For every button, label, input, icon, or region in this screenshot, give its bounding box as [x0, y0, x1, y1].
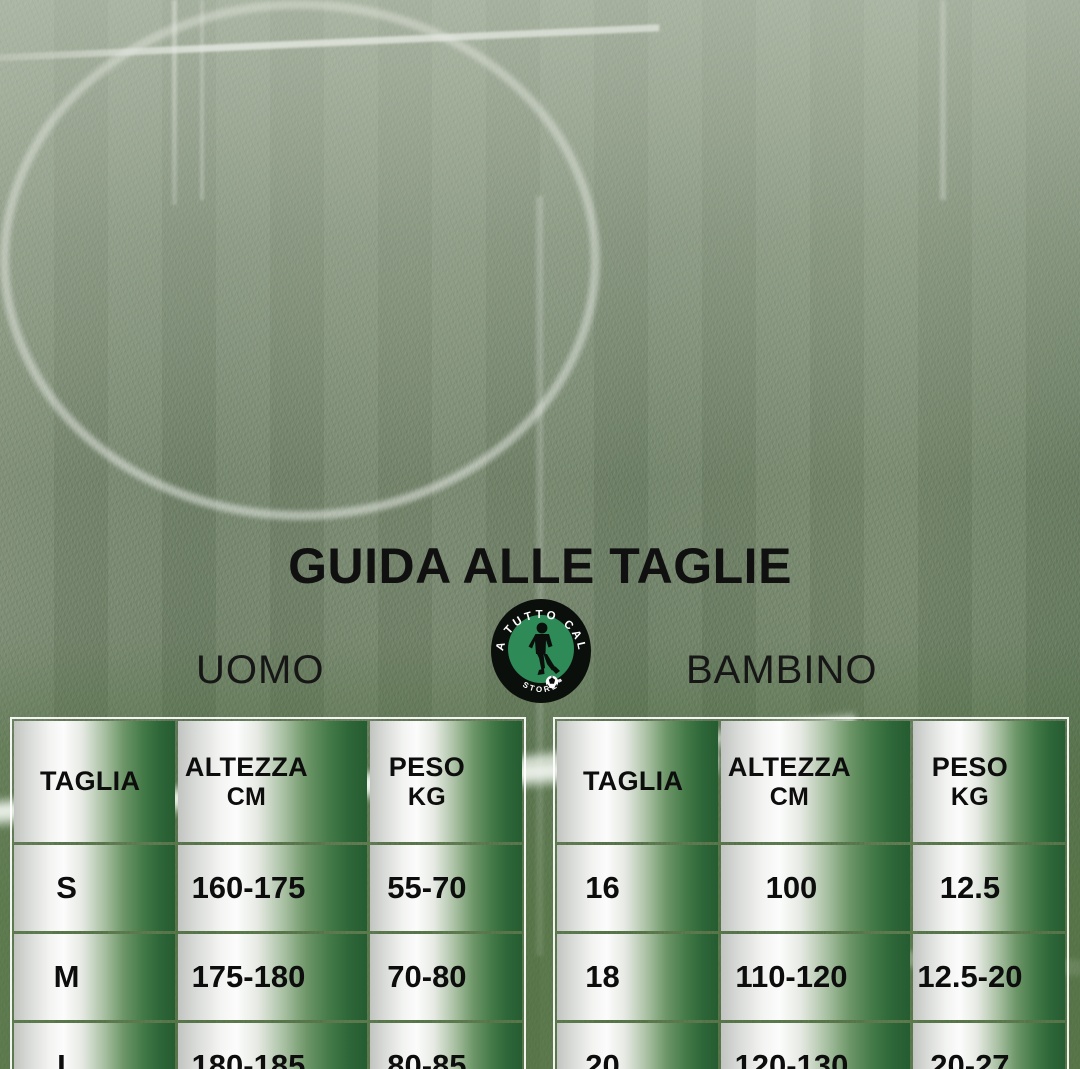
header-cell-altezza: ALTEZZA CM	[721, 721, 910, 842]
header-unit-altezza: CM	[226, 782, 267, 811]
cell-altezza: 110-120	[721, 934, 910, 1020]
cell-taglia: 20	[557, 1023, 719, 1069]
cell-peso: 55-70	[369, 845, 523, 931]
cell-altezza: 120-130	[721, 1023, 910, 1069]
header-label-taglia: TAGLIA	[583, 766, 684, 797]
cell-peso: 20-27	[912, 1023, 1066, 1069]
cell-peso: 12.5	[912, 845, 1066, 931]
cell-peso: 12.5-20	[912, 934, 1066, 1020]
cell-taglia: 18	[557, 934, 719, 1020]
header-cell-taglia: TAGLIA	[14, 721, 176, 842]
table-row: 20 120-130 20-27	[557, 1023, 1066, 1069]
table-row: 18 110-120 12.5-20	[557, 934, 1066, 1020]
cell-peso: 70-80	[369, 934, 523, 1020]
background-veil	[0, 0, 1080, 480]
pitch-line-vertical-d	[536, 196, 543, 956]
page-title: GUIDA ALLE TAGLIE	[288, 538, 792, 594]
header-label-peso: PESO	[931, 752, 1009, 783]
table-row: S 160-175 55-70	[14, 845, 523, 931]
content-root: GUIDA ALLE TAGLIE A TUTTO CALCIO STORE	[0, 520, 1080, 1069]
section-heading-uomo: UOMO	[196, 648, 325, 692]
header-label-altezza: ALTEZZA	[727, 752, 851, 783]
header-label-peso: PESO	[388, 752, 466, 783]
table-header-row: TAGLIA ALTEZZA CM PESO KG	[557, 721, 1066, 842]
header-label-taglia: TAGLIA	[40, 766, 141, 797]
soccer-player-silhouette-icon	[528, 622, 560, 675]
cell-altezza: 160-175	[178, 845, 367, 931]
header-unit-peso: KG	[950, 782, 989, 811]
header-cell-taglia: TAGLIA	[557, 721, 719, 842]
header-unit-peso: KG	[407, 782, 446, 811]
header-label-altezza: ALTEZZA	[184, 752, 308, 783]
cell-altezza: 180-185	[178, 1023, 367, 1069]
cell-taglia: L	[14, 1023, 176, 1069]
header-unit-altezza: CM	[769, 782, 810, 811]
cell-taglia: 16	[557, 845, 719, 931]
cell-altezza: 175-180	[178, 934, 367, 1020]
cell-taglia: S	[14, 845, 176, 931]
section-heading-bambino: BAMBINO	[686, 648, 878, 692]
cell-altezza: 100	[721, 845, 910, 931]
table-header-row: TAGLIA ALTEZZA CM PESO KG	[14, 721, 523, 842]
cell-taglia: M	[14, 934, 176, 1020]
header-cell-peso: PESO KG	[369, 721, 523, 842]
brand-logo: A TUTTO CALCIO STORE	[487, 594, 595, 706]
size-table-uomo: TAGLIA ALTEZZA CM PESO KG S 160-	[10, 717, 526, 1069]
table-row: 16 100 12.5	[557, 845, 1066, 931]
header-cell-altezza: ALTEZZA CM	[178, 721, 367, 842]
header-cell-peso: PESO KG	[912, 721, 1066, 842]
cell-peso: 80-85	[369, 1023, 523, 1069]
table-row: L 180-185 80-85	[14, 1023, 523, 1069]
table-row: M 175-180 70-80	[14, 934, 523, 1020]
size-table-bambino: TAGLIA ALTEZZA CM PESO KG 16 100	[553, 717, 1069, 1069]
